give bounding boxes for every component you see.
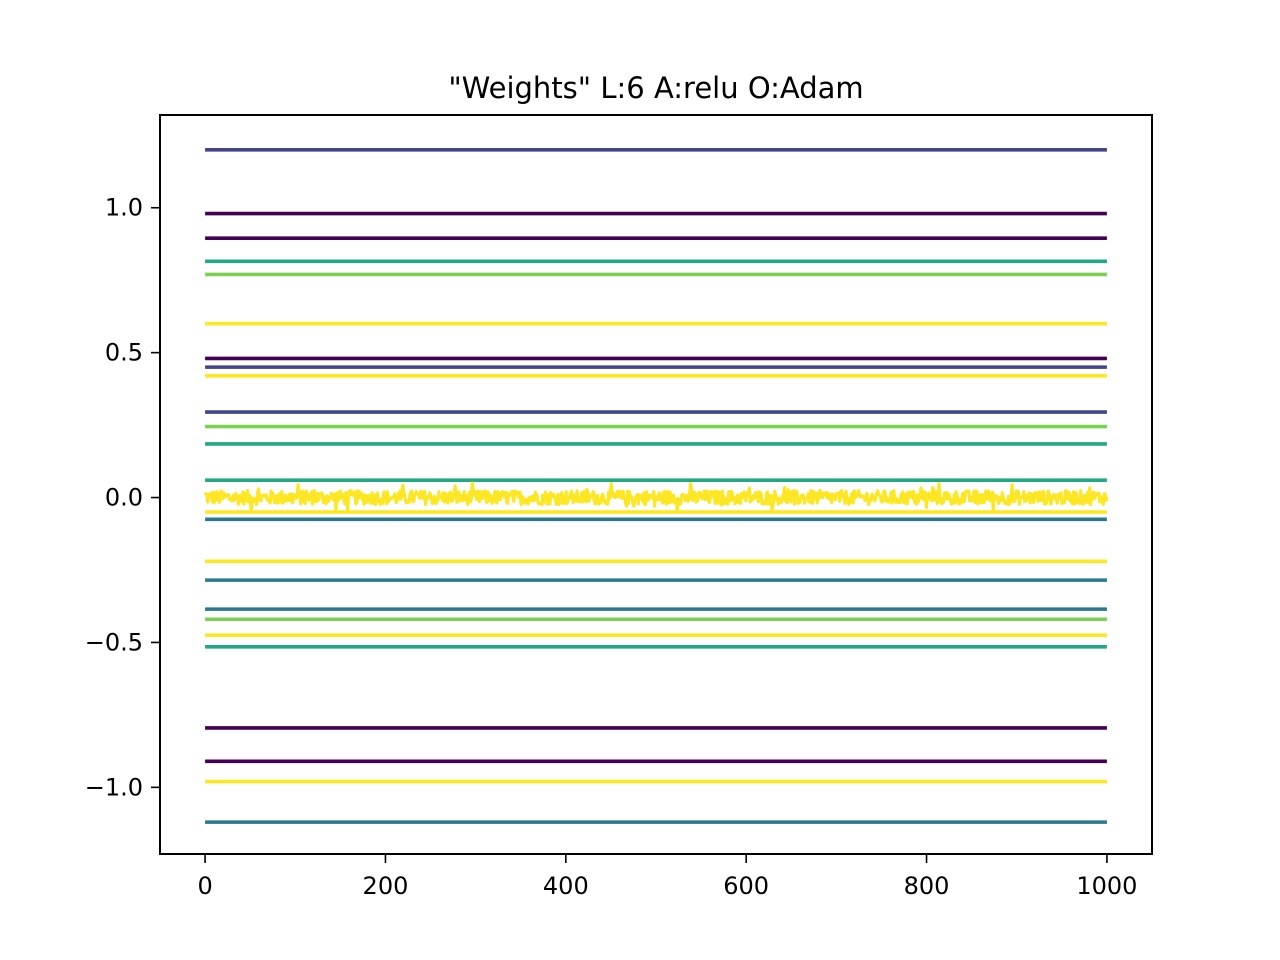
x-tick-label: 600	[723, 872, 769, 900]
y-tick-label: 0.0	[105, 484, 143, 512]
plot-frame	[159, 114, 1153, 855]
chart-title: "Weights" L:6 A:relu O:Adam	[448, 71, 863, 105]
y-ticks: −1.0 −0.5 0.0 0.5 1.0	[85, 194, 160, 801]
x-ticks: 0 200 400 600 800 1000	[197, 854, 1137, 900]
y-tick-label: 1.0	[105, 194, 143, 222]
x-tick-label: 0	[197, 872, 212, 900]
x-tick-label: 400	[543, 872, 589, 900]
x-tick-label: 200	[363, 872, 409, 900]
y-tick-label: 0.5	[105, 339, 143, 367]
x-tick-label: 800	[904, 872, 950, 900]
y-tick-label: −0.5	[85, 628, 143, 656]
series-line-noisy	[203, 481, 1109, 513]
y-tick-label: −1.0	[85, 773, 143, 801]
x-tick-label: 1000	[1076, 872, 1137, 900]
series-layer	[203, 147, 1109, 824]
